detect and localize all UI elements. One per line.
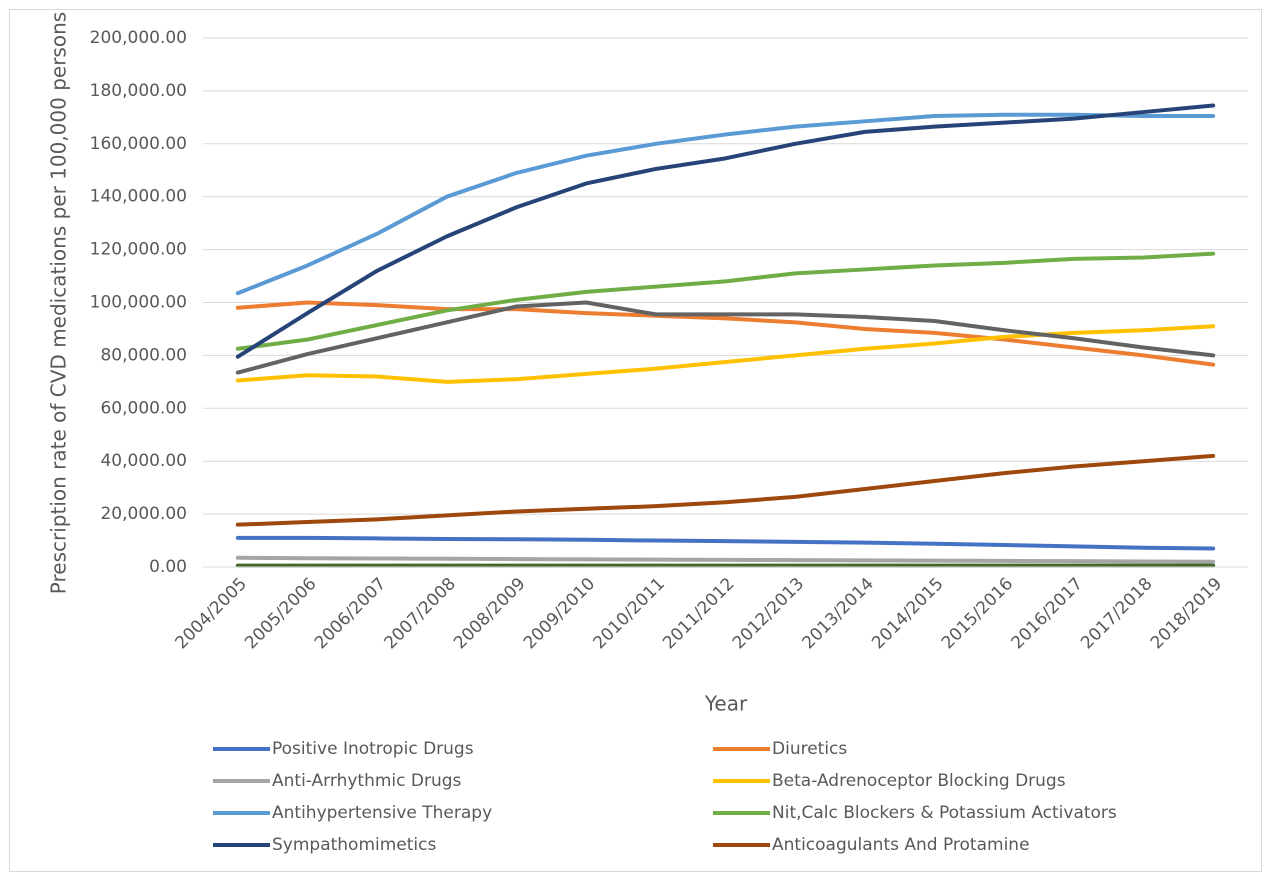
y-tick-label: 200,000.00 (90, 28, 187, 48)
y-tick-label: 160,000.00 (90, 134, 187, 154)
series-line (235, 300, 1216, 367)
y-tick-label: 20,000.00 (100, 504, 187, 524)
legend-label: Sympathomimetics (272, 835, 436, 855)
y-tick-label: 100,000.00 (90, 293, 187, 313)
x-axis-title: Year (704, 692, 748, 716)
y-tick-label: 40,000.00 (100, 451, 187, 471)
legend-label: Anticoagulants And Protamine (772, 835, 1030, 855)
legend-label: Nit,Calc Blockers & Potassium Activators (772, 803, 1117, 823)
series-line (235, 555, 1216, 564)
legend-label: Antihypertensive Therapy (272, 803, 492, 823)
legend-label: Positive Inotropic Drugs (272, 739, 474, 759)
y-tick-label: 180,000.00 (90, 81, 187, 101)
series-line (235, 535, 1216, 551)
legend-label: Anti-Arrhythmic Drugs (272, 771, 462, 791)
series-line (235, 103, 1216, 359)
y-axis-title: Prescription rate of CVD medications per… (47, 12, 71, 594)
series-line (235, 251, 1216, 351)
y-tick-label: 60,000.00 (100, 398, 187, 418)
legend-label: Diuretics (772, 739, 847, 759)
series-line (235, 112, 1216, 296)
y-tick-label: 140,000.00 (90, 187, 187, 207)
chart-border (9, 9, 1262, 872)
legend-label: Beta-Adrenoceptor Blocking Drugs (772, 771, 1066, 791)
y-tick-label: 0.00 (149, 557, 187, 577)
series-line (235, 453, 1216, 527)
series-line (235, 300, 1216, 375)
y-tick-label: 80,000.00 (100, 345, 187, 365)
y-tick-label: 120,000.00 (90, 240, 187, 260)
